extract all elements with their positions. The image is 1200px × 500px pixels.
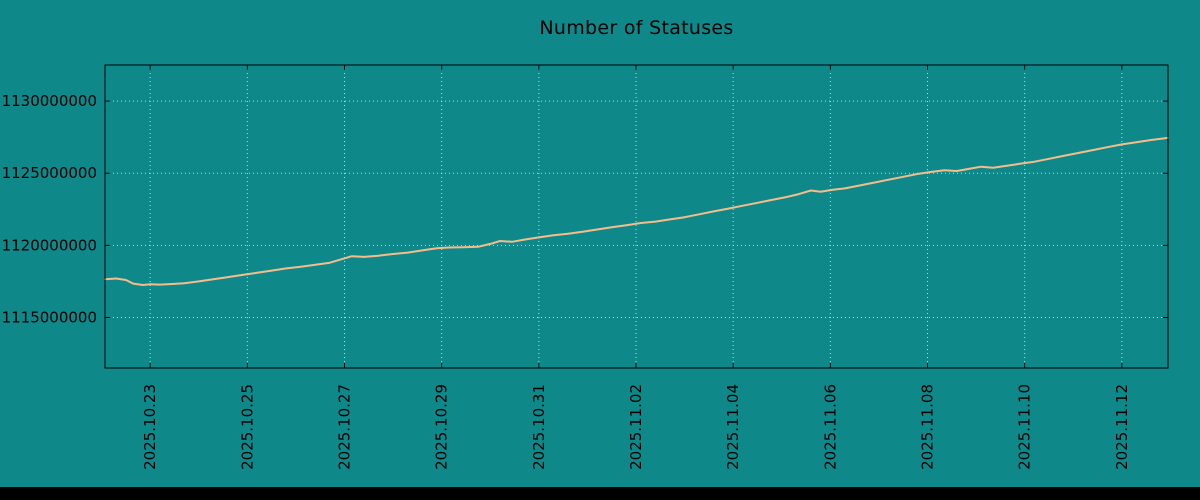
y-tick-label: 1115000000 (2, 309, 97, 327)
tick-marks (105, 65, 1168, 368)
x-tick-label: 2025.11.06 (821, 384, 839, 470)
y-tick-label: 1125000000 (2, 164, 97, 182)
bottom-bar (0, 487, 1200, 500)
x-tick-label: 2025.11.08 (919, 384, 937, 470)
x-tick-label: 2025.10.23 (141, 384, 159, 470)
y-tick-label: 1120000000 (2, 236, 97, 254)
grid (105, 65, 1168, 368)
x-tick-label: 2025.10.25 (238, 384, 256, 470)
x-tick-label: 2025.10.31 (530, 384, 548, 470)
y-tick-label: 1130000000 (2, 92, 97, 110)
tick-labels: 2025.10.23 2025.10.25 2025.10.27 2025.10.29… (2, 92, 1131, 470)
x-tick-label: 2025.10.27 (336, 384, 354, 470)
x-tick-label: 2025.10.29 (433, 384, 451, 470)
x-tick-label: 2025.11.02 (627, 384, 645, 470)
plot-border (104, 64, 1169, 369)
x-tick-label: 2025.11.12 (1113, 384, 1131, 470)
statuses-line-series (104, 136, 1169, 286)
x-tick-label: 2025.11.04 (724, 384, 742, 470)
x-tick-label: 2025.11.10 (1016, 384, 1034, 470)
chart-canvas: 2025.10.23 2025.10.25 2025.10.27 2025.10.29… (2, 64, 1169, 470)
chart-title: Number of Statuses (539, 17, 734, 39)
